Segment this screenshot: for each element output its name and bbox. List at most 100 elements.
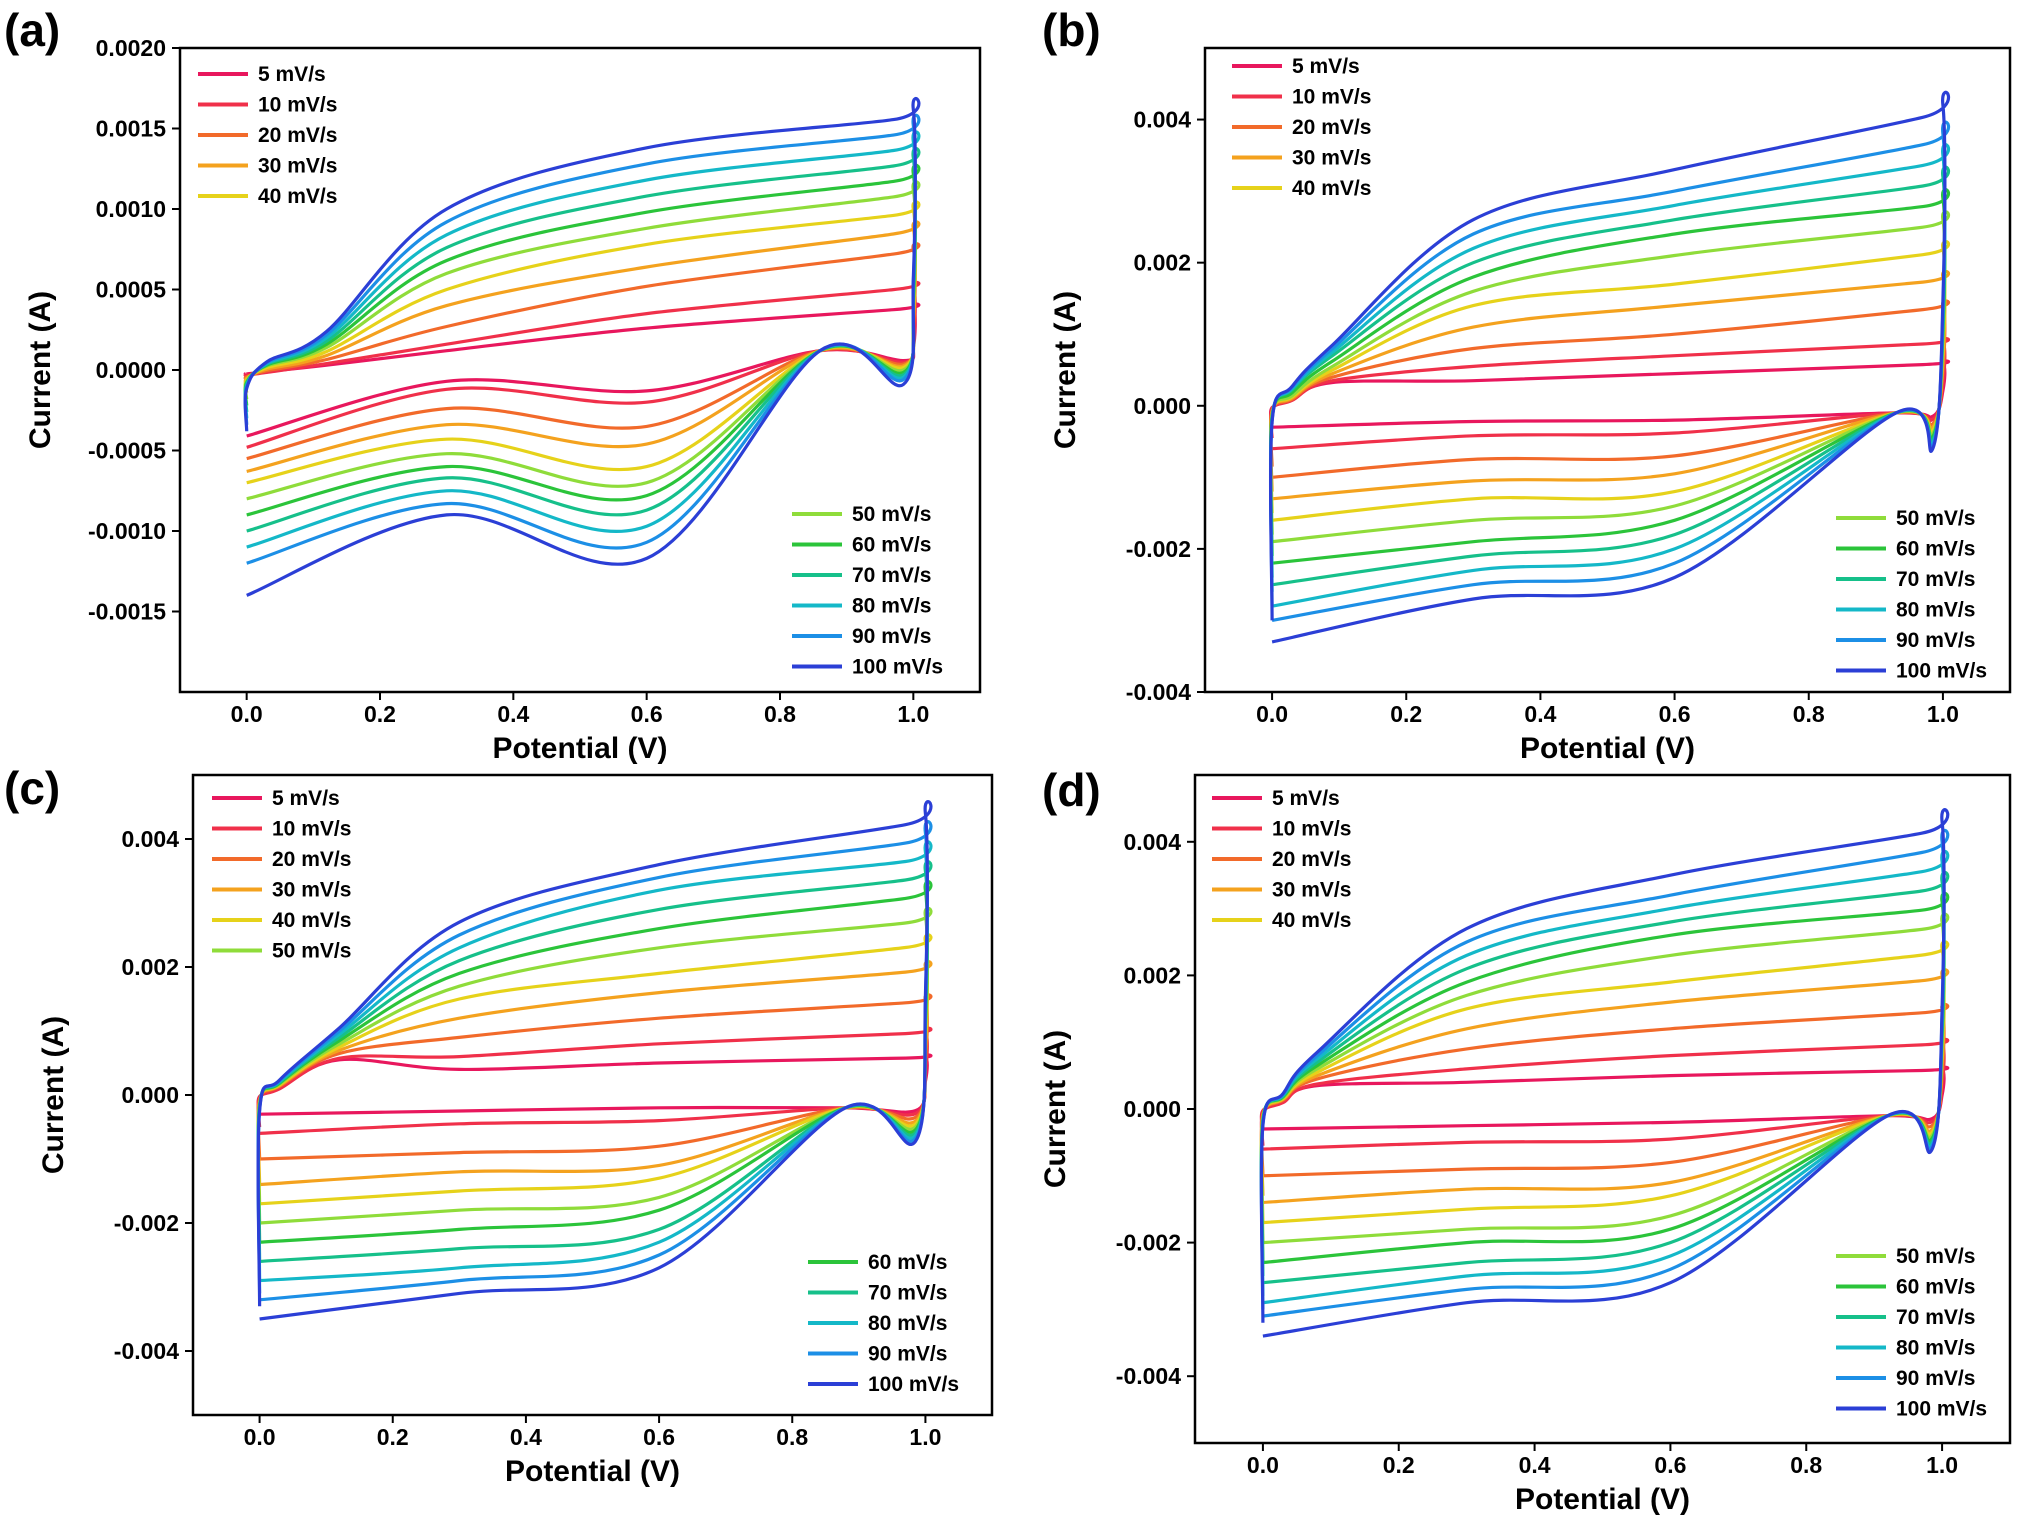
y-tick-label: 0.004 xyxy=(121,826,179,852)
x-tick-label: 0.2 xyxy=(1383,1452,1415,1478)
x-axis-title: Potential (V) xyxy=(1520,732,1695,765)
y-tick-label: 0.004 xyxy=(1133,107,1191,133)
x-tick-label: 0.0 xyxy=(1247,1452,1279,1478)
legend-label: 70 mV/s xyxy=(1896,1306,1975,1329)
y-tick-label: -0.002 xyxy=(1116,1230,1181,1256)
legend-label: 40 mV/s xyxy=(1272,909,1351,932)
legend-label: 5 mV/s xyxy=(1272,787,1340,810)
legend-label: 100 mV/s xyxy=(1896,660,1987,683)
legend-label: 30 mV/s xyxy=(258,155,337,178)
y-tick-label: 0.0000 xyxy=(96,357,166,383)
y-tick-label: 0.002 xyxy=(1133,250,1191,276)
cv-curve xyxy=(243,280,921,449)
x-tick-label: 1.0 xyxy=(1926,1452,1958,1478)
panel-label: (c) xyxy=(4,762,60,814)
legend-label: 10 mV/s xyxy=(258,94,337,117)
legend-label: 90 mV/s xyxy=(868,1343,947,1366)
x-axis-title: Potential (V) xyxy=(505,1455,680,1488)
x-tick-label: 0.8 xyxy=(1793,701,1825,727)
legend-label: 90 mV/s xyxy=(852,625,931,648)
plot-frame xyxy=(1193,773,2012,1445)
x-tick-label: 0.4 xyxy=(497,701,529,727)
y-tick-label: 0.004 xyxy=(1123,829,1181,855)
y-tick-label: 0.0010 xyxy=(96,196,166,222)
x-tick-label: 0.6 xyxy=(1654,1452,1686,1478)
y-axis-title: Current (A) xyxy=(24,291,57,449)
x-tick-label: 0.8 xyxy=(1790,1452,1822,1478)
y-tick-label: -0.002 xyxy=(1126,536,1191,562)
x-tick-label: 1.0 xyxy=(1927,701,1959,727)
legend-label: 70 mV/s xyxy=(868,1282,947,1305)
cv-curve xyxy=(1259,1037,1950,1151)
y-tick-label: -0.0005 xyxy=(88,438,166,464)
x-tick-label: 0.8 xyxy=(764,701,796,727)
legend-label: 50 mV/s xyxy=(1896,1245,1975,1268)
cv-curve xyxy=(1269,299,1950,479)
legend-label: 60 mV/s xyxy=(1896,1276,1975,1299)
cv-curve xyxy=(256,933,933,1206)
legend-label: 100 mV/s xyxy=(868,1373,959,1396)
legend-label: 30 mV/s xyxy=(272,879,351,902)
cv-curve xyxy=(256,1053,933,1116)
legend-label: 70 mV/s xyxy=(852,564,931,587)
x-tick-label: 0.0 xyxy=(231,701,263,727)
cv-curve xyxy=(243,220,921,473)
legend-label: 20 mV/s xyxy=(1292,116,1371,139)
legend-label: 60 mV/s xyxy=(852,534,931,557)
legend-label: 80 mV/s xyxy=(852,595,931,618)
x-tick-label: 1.0 xyxy=(909,1424,941,1450)
y-tick-label: -0.004 xyxy=(1116,1363,1181,1389)
plot-frame xyxy=(1203,46,2012,694)
x-tick-label: 0.0 xyxy=(1256,701,1288,727)
legend-label: 20 mV/s xyxy=(1272,848,1351,871)
y-tick-label: 0.002 xyxy=(121,954,179,980)
y-axis-title: Current (A) xyxy=(1039,1030,1072,1188)
legend-label: 30 mV/s xyxy=(1272,879,1351,902)
legend-label: 10 mV/s xyxy=(1272,818,1351,841)
y-tick-label: -0.004 xyxy=(1126,679,1191,705)
legend-label: 80 mV/s xyxy=(1896,599,1975,622)
legend-label: 100 mV/s xyxy=(852,656,943,679)
x-axis-title: Potential (V) xyxy=(1515,1483,1690,1516)
x-tick-label: 0.4 xyxy=(510,1424,542,1450)
x-tick-label: 0.0 xyxy=(244,1424,276,1450)
y-tick-label: -0.0010 xyxy=(88,518,166,544)
x-tick-label: 0.2 xyxy=(1390,701,1422,727)
x-tick-label: 0.6 xyxy=(631,701,663,727)
legend-label: 50 mV/s xyxy=(272,940,351,963)
y-tick-label: 0.000 xyxy=(121,1082,179,1108)
cv-curve xyxy=(1268,90,1951,644)
panel-label: (a) xyxy=(4,4,60,56)
y-tick-label: 0.0015 xyxy=(96,116,167,142)
legend-label: 70 mV/s xyxy=(1896,568,1975,591)
legend-label: 5 mV/s xyxy=(1292,55,1360,78)
legend-label: 80 mV/s xyxy=(1896,1337,1975,1360)
legend-label: 40 mV/s xyxy=(272,909,351,932)
y-tick-label: 0.002 xyxy=(1123,962,1181,988)
y-tick-label: -0.002 xyxy=(114,1210,179,1236)
legend-label: 30 mV/s xyxy=(1292,147,1371,170)
cv-curve xyxy=(256,860,933,1263)
x-tick-label: 0.2 xyxy=(377,1424,409,1450)
y-axis-title: Current (A) xyxy=(37,1016,70,1174)
x-tick-label: 0.4 xyxy=(1519,1452,1551,1478)
legend-label: 100 mV/s xyxy=(1896,1398,1987,1421)
legend-label: 40 mV/s xyxy=(258,185,337,208)
legend-label: 90 mV/s xyxy=(1896,1367,1975,1390)
x-tick-label: 0.2 xyxy=(364,701,396,727)
legend-label: 10 mV/s xyxy=(1292,86,1371,109)
legend-label: 20 mV/s xyxy=(272,848,351,871)
legend-label: 10 mV/s xyxy=(272,818,351,841)
chart-panel-d: (d) 0.0 0.2 0.4 0.6 0.8 1.0 0.004 0.002 0.000 -0.0… xyxy=(1039,764,2012,1516)
legend-label: 5 mV/s xyxy=(272,787,340,810)
x-axis-title: Potential (V) xyxy=(492,732,667,765)
cv-curve xyxy=(1259,808,1950,1338)
cv-curve xyxy=(256,1026,933,1135)
y-axis-title: Current (A) xyxy=(1049,291,1082,449)
y-tick-label: 0.0005 xyxy=(96,277,167,303)
y-tick-label: 0.0020 xyxy=(96,35,166,61)
x-tick-label: 0.6 xyxy=(643,1424,675,1450)
y-tick-label: 0.000 xyxy=(1123,1096,1181,1122)
y-tick-label: 0.000 xyxy=(1133,393,1191,419)
